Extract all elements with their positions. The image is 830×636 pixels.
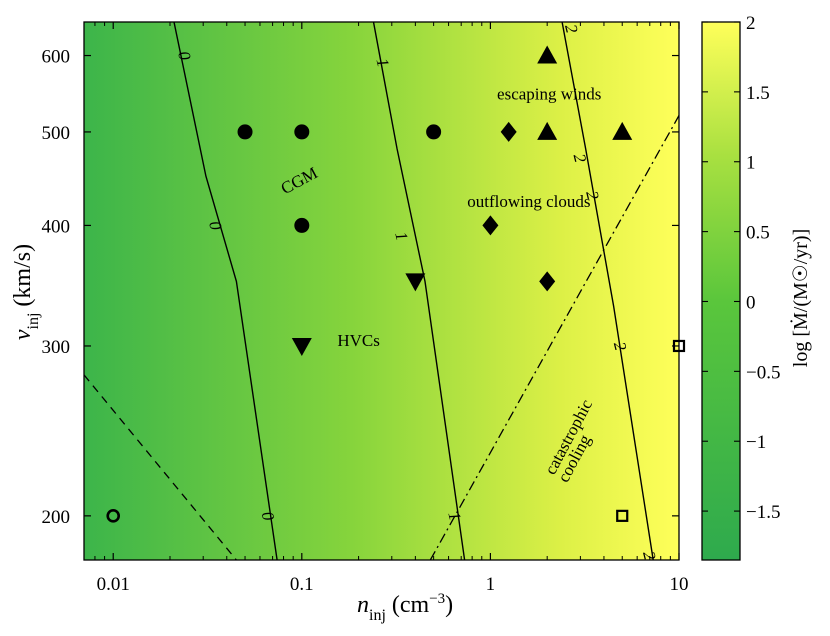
circle-marker bbox=[294, 124, 310, 140]
contour-line bbox=[561, 22, 654, 560]
x-tick-label: 0.01 bbox=[97, 574, 130, 595]
open-square-marker bbox=[616, 509, 629, 522]
annotation-text: escaping winds bbox=[497, 85, 601, 104]
x-axis-units-sup: −3 bbox=[429, 591, 445, 607]
x-axis-title: ninj (cm−3) bbox=[357, 591, 453, 624]
colorbar-tick-label: −1.5 bbox=[746, 502, 780, 523]
diamond-marker bbox=[539, 271, 556, 292]
colorbar-tick-label: 2 bbox=[746, 13, 756, 34]
annotation-text: HVCs bbox=[337, 331, 380, 350]
y-tick-label: 600 bbox=[42, 47, 71, 68]
circle-marker bbox=[237, 124, 253, 140]
x-axis-var: n bbox=[357, 592, 369, 618]
contour-layer bbox=[84, 22, 679, 560]
triangle-up-marker bbox=[612, 121, 633, 140]
circle-marker bbox=[294, 217, 310, 233]
x-tick-label: 0.1 bbox=[290, 574, 314, 595]
y-axis-var: v bbox=[10, 329, 36, 340]
annotation-text: outflowing clouds bbox=[467, 192, 590, 211]
colorbar-tick-label: 0.5 bbox=[746, 223, 770, 244]
y-axis-units: (km/s) bbox=[10, 244, 36, 307]
y-tick-label: 300 bbox=[42, 337, 71, 358]
annotation-group: HVCs bbox=[337, 331, 380, 350]
colorbar bbox=[701, 21, 741, 561]
y-tick-label: 200 bbox=[42, 507, 71, 528]
colorbar-tick-label: 0 bbox=[746, 292, 756, 313]
axes-layer: 0.01 0.1 1 10 200 300 400 500 600 bbox=[42, 22, 689, 595]
triangle-down-marker bbox=[405, 273, 426, 292]
contour-line bbox=[173, 22, 278, 560]
x-tick-label: 10 bbox=[670, 574, 689, 595]
dashdot-boundary-line bbox=[429, 115, 679, 560]
y-tick-label: 500 bbox=[42, 123, 71, 144]
colorbar-tick-label: 1 bbox=[746, 153, 756, 174]
colorbar-tick-label: −1 bbox=[746, 432, 766, 453]
triangle-up-marker bbox=[537, 45, 558, 64]
annotation-group: escaping winds bbox=[497, 85, 601, 104]
plot-frame bbox=[83, 21, 680, 561]
y-axis-title: vinj (km/s) bbox=[10, 244, 42, 340]
triangle-up-marker bbox=[537, 121, 558, 140]
triangle-down-marker bbox=[291, 337, 312, 356]
open-circle-marker bbox=[106, 509, 121, 523]
colorbar-ticks: 2 1.5 1 0.5 0 −0.5 −1 −1.5 bbox=[702, 13, 780, 523]
colorbar-label: log [Ṁ/(M☉/yr)] bbox=[789, 229, 812, 367]
dashed-boundary-line bbox=[84, 374, 237, 560]
x-axis-units-close: ) bbox=[445, 592, 453, 618]
diamond-marker bbox=[482, 215, 499, 236]
x-axis-units: (cm bbox=[392, 592, 430, 618]
x-axis-sub: inj bbox=[369, 607, 386, 624]
diamond-marker bbox=[500, 121, 517, 142]
y-tick-label: 400 bbox=[42, 216, 71, 237]
annotation-group: outflowing clouds bbox=[467, 192, 590, 211]
x-tick-label: 1 bbox=[486, 574, 496, 595]
contour-line bbox=[372, 22, 466, 560]
colorbar-tick-label: −0.5 bbox=[746, 362, 780, 383]
y-axis-sub: inj bbox=[25, 313, 42, 330]
circle-marker bbox=[426, 124, 442, 140]
plot-background bbox=[84, 22, 679, 560]
colorbar-tick-label: 1.5 bbox=[746, 83, 770, 104]
